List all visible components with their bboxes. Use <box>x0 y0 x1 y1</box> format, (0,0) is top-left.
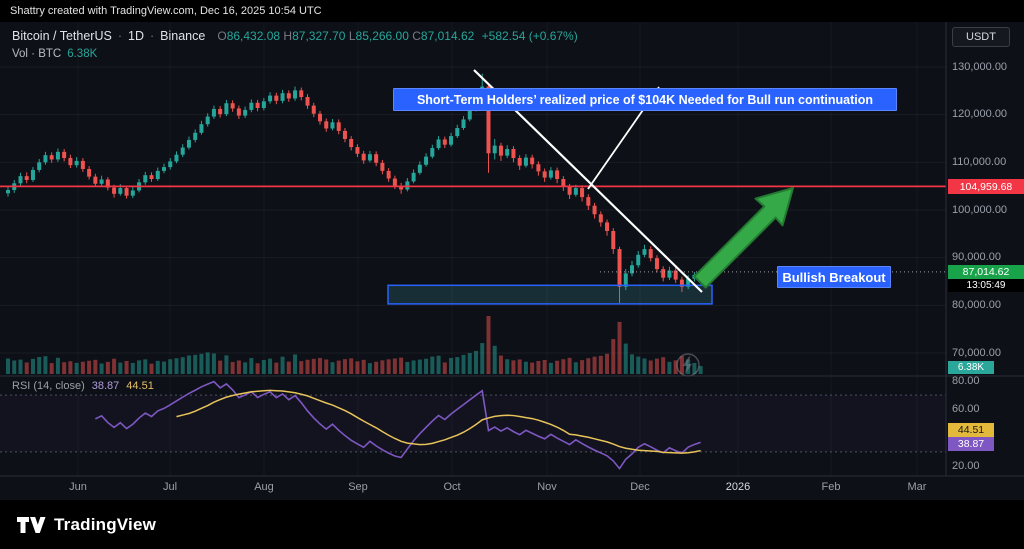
time-tick-label: Oct <box>443 481 461 493</box>
price-tick-label: 70,000.00 <box>952 347 1001 359</box>
close-value: 87,014.62 <box>420 29 475 43</box>
exchange-label: Binance <box>160 29 206 43</box>
support-zone-box <box>387 284 713 305</box>
price-tick-label: 110,000.00 <box>952 156 1007 168</box>
usdt-currency-button[interactable]: USDT <box>952 27 1010 47</box>
bullish-arrow <box>693 187 794 289</box>
time-tick-label: Mar <box>907 481 927 493</box>
volume-value: 6.38K <box>67 48 98 60</box>
rsi-ma-line <box>176 389 701 454</box>
price-tick-label: 90,000.00 <box>952 251 1001 263</box>
time-tick-label: Jul <box>162 481 178 493</box>
rsi-title: RSI (14, close) <box>12 380 85 392</box>
redline-price-tag: 104,959.68 <box>948 179 1024 194</box>
time-tick-label: Sep <box>348 481 368 493</box>
legend-separator: · <box>117 29 122 43</box>
volume-legend[interactable]: Vol · BTC 6.38K <box>12 48 97 60</box>
price-tick-label: 130,000.00 <box>952 61 1008 73</box>
attribution-text: Shattry created with TradingView.com, De… <box>10 5 322 17</box>
time-tick-label: 2026 <box>725 481 751 493</box>
time-tick-label: Jun <box>69 481 87 493</box>
open-value: 86,432.08 <box>226 29 281 43</box>
bullish-breakout-label[interactable]: Bullish Breakout <box>777 266 891 288</box>
footer-bar: TradingView <box>0 500 1024 549</box>
price-tick-label: 120,000.00 <box>952 108 1008 120</box>
rsi-tick-label: 80.00 <box>952 375 980 387</box>
close-letter: C <box>412 29 421 43</box>
annotation-note[interactable]: Short-Term Holders’ realized price of $1… <box>393 88 897 111</box>
low-value: 85,266.00 <box>355 29 409 43</box>
rsi-ma-value: 44.51 <box>126 380 154 392</box>
tradingview-wordmark[interactable]: TradingView <box>54 514 157 534</box>
symbol-name: Bitcoin / TetherUS <box>12 29 112 43</box>
price-tick-label: 100,000.00 <box>952 204 1008 216</box>
time-tick-label: Aug <box>254 481 274 493</box>
legend-separator: · <box>149 29 155 43</box>
high-value: 87,327.70 <box>292 29 346 43</box>
volume-axis-tag: 6.38K <box>948 361 994 374</box>
price-tick-label: 80,000.00 <box>952 299 1001 311</box>
bar-countdown-tag: 13:05:49 <box>948 279 1024 292</box>
low-letter: L <box>348 29 356 43</box>
change-value: +582.54 (+0.67%) <box>481 29 578 43</box>
interval-label: 1D <box>128 29 144 43</box>
time-tick-label: Feb <box>821 481 841 493</box>
time-tick-label: Nov <box>537 481 557 493</box>
ohlc-values: O86,432.08 H87,327.70 L85,266.00 C87,014… <box>217 29 577 43</box>
rsi-tick-label: 20.00 <box>952 460 980 472</box>
tradingview-logo-icon[interactable] <box>16 515 46 535</box>
rsi-tick-label: 60.00 <box>952 403 980 415</box>
rsi-line <box>95 380 701 470</box>
attribution-bar: Shattry created with TradingView.com, De… <box>0 0 1024 22</box>
volume-label: Vol · BTC <box>12 48 62 60</box>
last-price-tag: 87,014.62 <box>948 265 1024 279</box>
rsi-value: 38.87 <box>91 380 120 392</box>
rsi-ma-axis-tag: 44.51 <box>948 423 994 437</box>
high-letter: H <box>283 29 293 43</box>
open-letter: O <box>217 29 227 43</box>
rsi-axis-tag: 38.87 <box>948 437 994 451</box>
symbol-legend[interactable]: Bitcoin / TetherUS · 1D · Binance O86,43… <box>12 29 578 43</box>
rsi-indicator-legend[interactable]: RSI (14, close) 38.87 44.51 <box>12 380 154 392</box>
time-tick-label: Dec <box>630 481 650 493</box>
